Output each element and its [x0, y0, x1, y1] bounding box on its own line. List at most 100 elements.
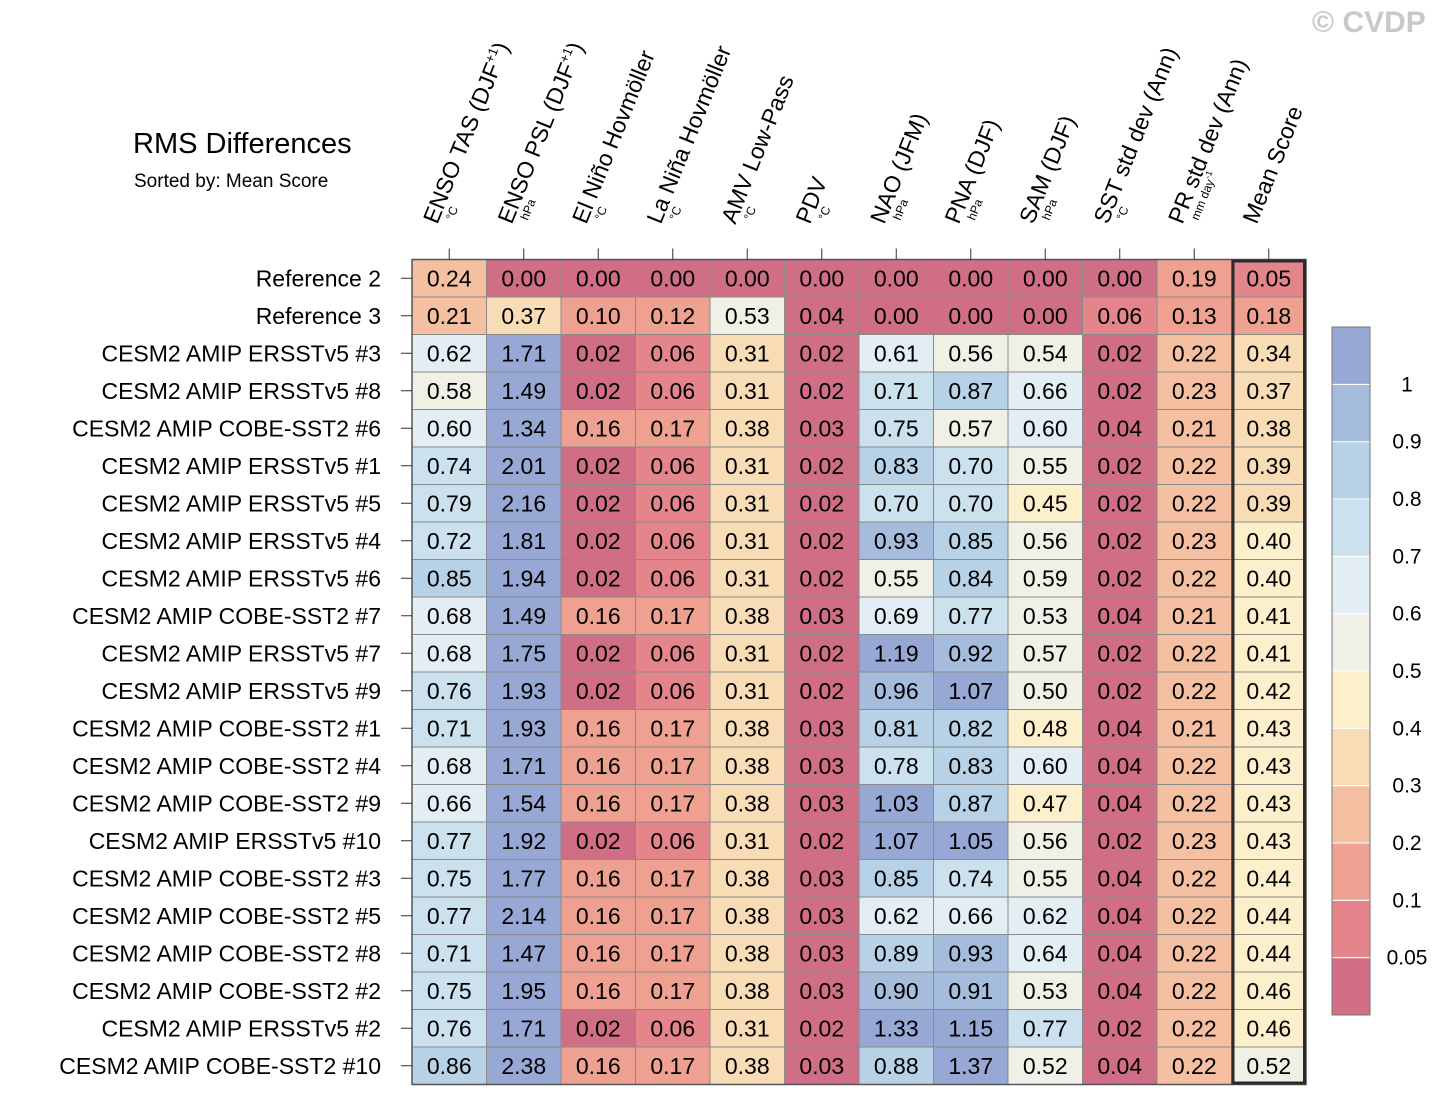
column-unit: °C	[592, 204, 610, 222]
cell-value: 0.22	[1172, 678, 1217, 704]
cell-value: 0.43	[1246, 753, 1291, 779]
cell-value: 0.43	[1246, 790, 1291, 816]
heatmap-cell	[560, 859, 636, 898]
heatmap-cell	[1231, 334, 1307, 373]
heatmap-cell	[709, 484, 785, 523]
cell-value: 0.77	[948, 603, 993, 629]
cell-value: 0.78	[874, 753, 919, 779]
heatmap-cell	[1156, 446, 1232, 485]
colorbar-box	[1331, 441, 1371, 500]
heatmap-cell	[635, 559, 711, 598]
row-label: CESM2 AMIP ERSSTv5 #1	[101, 453, 381, 479]
cell-value: 0.02	[576, 678, 621, 704]
cell-value: 1.03	[874, 790, 919, 816]
cell-value: 0.31	[725, 565, 770, 591]
cell-value: 0.04	[1097, 1053, 1142, 1079]
heatmap-cell	[1007, 971, 1083, 1010]
cell-value: 0.38	[725, 790, 770, 816]
cell-value: 0.23	[1172, 828, 1217, 854]
cell-value: 0.23	[1172, 528, 1217, 554]
heatmap-cell	[1231, 484, 1307, 523]
column-label: SST std dev (Ann)	[1088, 43, 1182, 227]
heatmap-cell	[560, 596, 636, 635]
heatmap-cell	[933, 821, 1009, 860]
colorbar-border	[1331, 326, 1371, 1016]
cell-value: 0.02	[1097, 678, 1142, 704]
cell-value: 0.46	[1246, 978, 1291, 1004]
heatmap-cell	[709, 521, 785, 560]
cell-value: 0.06	[650, 490, 695, 516]
heatmap-cell	[486, 446, 562, 485]
cell-value: 0.10	[576, 303, 621, 329]
colorbar-box	[1331, 613, 1371, 672]
row-label: CESM2 AMIP ERSSTv5 #9	[101, 678, 381, 704]
cell-value: 0.56	[1023, 528, 1068, 554]
heatmap-cell	[709, 409, 785, 448]
heatmap-cell	[1156, 709, 1232, 748]
cell-value: 0.31	[725, 453, 770, 479]
cell-value: 0.02	[799, 490, 844, 516]
heatmap-cell	[411, 446, 487, 485]
cell-value: 0.02	[576, 490, 621, 516]
cell-value: 0.68	[427, 753, 472, 779]
heatmap-cell	[784, 821, 860, 860]
heatmap-cell	[933, 746, 1009, 785]
colorbar-box	[1331, 957, 1371, 1016]
colorbar-label: 1	[1401, 373, 1413, 396]
heatmap-cell	[635, 896, 711, 935]
cell-value: 0.02	[576, 340, 621, 366]
cell-value: 0.92	[948, 640, 993, 666]
cell-value: 0.74	[427, 453, 472, 479]
heatmap-cell	[1007, 859, 1083, 898]
colorbar-box	[1331, 498, 1371, 557]
cell-value: 0.53	[1023, 978, 1068, 1004]
cell-value: 0.59	[1023, 565, 1068, 591]
cell-value: 0.17	[650, 978, 695, 1004]
row-label: CESM2 AMIP ERSSTv5 #6	[101, 565, 381, 591]
cell-value: 0.06	[650, 528, 695, 554]
heatmap-cell	[858, 746, 934, 785]
heatmap-cell	[1082, 1046, 1158, 1085]
heatmap-cell	[933, 409, 1009, 448]
heatmap-cell	[486, 484, 562, 523]
cell-value: 0.58	[427, 378, 472, 404]
colorbar-label: 0.2	[1392, 832, 1421, 855]
cell-value: 0.02	[799, 678, 844, 704]
heatmap-cell	[411, 746, 487, 785]
cell-value: 0.03	[799, 753, 844, 779]
heatmap-cell	[411, 821, 487, 860]
row-label: CESM2 AMIP ERSSTv5 #3	[101, 340, 381, 366]
cell-value: 0.42	[1246, 678, 1291, 704]
cell-value: 1.07	[948, 678, 993, 704]
heatmap-cell	[560, 371, 636, 410]
cell-value: 0.41	[1246, 640, 1291, 666]
row-label: Reference 2	[256, 265, 381, 291]
heatmap-cell	[709, 971, 785, 1010]
cell-value: 0.22	[1172, 640, 1217, 666]
cell-value: 0.53	[1023, 603, 1068, 629]
cell-value: 0.16	[576, 1053, 621, 1079]
cell-value: 0.22	[1172, 865, 1217, 891]
cell-value: 0.38	[725, 865, 770, 891]
cell-value: 0.57	[948, 415, 993, 441]
cell-value: 1.07	[874, 828, 919, 854]
heatmap-cell	[1007, 896, 1083, 935]
row-label: CESM2 AMIP COBE-SST2 #1	[72, 715, 381, 741]
cell-value: 0.17	[650, 903, 695, 929]
cell-value: 0.16	[576, 865, 621, 891]
cell-value: 0.16	[576, 790, 621, 816]
cell-value: 1.94	[501, 565, 546, 591]
cell-value: 0.85	[874, 865, 919, 891]
colorbar-label: 0.1	[1392, 889, 1421, 912]
cell-value: 0.02	[576, 378, 621, 404]
cell-value: 0.04	[1097, 715, 1142, 741]
cell-value: 1.81	[501, 528, 546, 554]
cell-value: 0.66	[427, 790, 472, 816]
heatmap-cell	[635, 971, 711, 1010]
heatmap-cell	[1007, 934, 1083, 973]
cell-value: 0.16	[576, 978, 621, 1004]
heatmap-cell	[858, 296, 934, 335]
cell-value: 0.06	[650, 828, 695, 854]
cell-value: 0.21	[1172, 415, 1217, 441]
cell-value: 0.02	[1097, 828, 1142, 854]
